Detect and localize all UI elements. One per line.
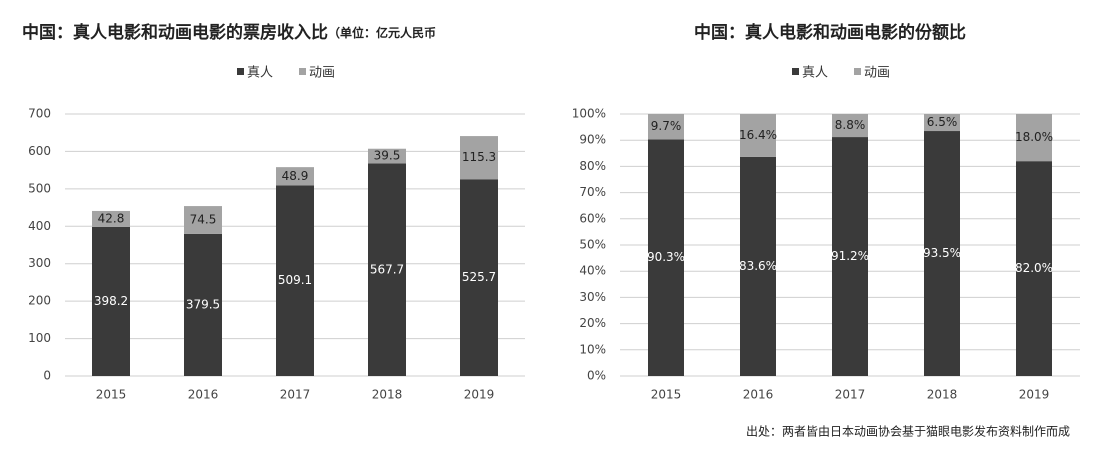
value-label: 82.0% <box>1015 261 1053 275</box>
bar-segment <box>92 226 130 376</box>
bar-segment <box>460 136 498 180</box>
chart-title: 中国：真人电影和动画电影的份额比 <box>694 22 966 43</box>
value-label: 115.3 <box>462 150 496 164</box>
value-label: 83.6% <box>739 259 777 273</box>
value-label: 90.3% <box>647 250 685 264</box>
bar-segment <box>276 167 314 186</box>
bar-segment <box>368 163 406 376</box>
y-tick-label: 40% <box>579 264 606 278</box>
bar-segment <box>276 185 314 376</box>
y-tick-label: 20% <box>579 316 606 330</box>
y-tick-label: 0% <box>587 369 606 383</box>
y-tick-label: 90% <box>579 133 606 147</box>
value-label: 8.8% <box>835 118 866 132</box>
bar-segment <box>1016 114 1052 162</box>
title-text: 中国：真人电影和动画电影的票房收入比 <box>22 22 328 43</box>
bar-segment <box>924 114 960 132</box>
x-tick-label: 2018 <box>372 388 403 402</box>
y-tick-label: 70% <box>579 185 606 199</box>
subtitle: （单位：亿元人民币 <box>328 25 436 40</box>
x-tick-label: 2016 <box>743 388 774 402</box>
value-label: 567.7 <box>370 262 404 276</box>
chart-title: 中国：真人电影和动画电影的票房收入比（单位：亿元人民币 <box>22 22 436 43</box>
y-tick-label: 400 <box>28 219 51 233</box>
source-note: 出处：两者皆由日本动画协会基于猫眼电影发布资料制作而成 <box>746 424 1070 439</box>
y-tick-label: 10% <box>579 342 606 356</box>
value-label: 18.0% <box>1015 130 1053 144</box>
value-label: 6.5% <box>927 115 958 129</box>
legend-label: 真人 <box>802 66 828 81</box>
value-label: 379.5 <box>186 297 220 311</box>
y-tick-label: 100 <box>28 331 51 345</box>
bar-segment <box>368 148 406 164</box>
value-label: 48.9 <box>282 169 309 183</box>
bar-segment <box>92 210 130 227</box>
y-tick-label: 200 <box>28 294 51 308</box>
bar-segment <box>184 233 222 376</box>
x-tick-label: 2015 <box>651 388 682 402</box>
y-tick-label: 500 <box>28 181 51 195</box>
bar-segment <box>460 179 498 376</box>
value-label: 74.5 <box>190 213 217 227</box>
legend-label: 动画 <box>309 66 335 81</box>
x-tick-label: 2015 <box>96 388 127 402</box>
y-tick-label: 600 <box>28 144 51 158</box>
bar-segment <box>184 206 222 234</box>
y-tick-label: 300 <box>28 256 51 270</box>
value-label: 39.5 <box>374 149 401 163</box>
x-tick-label: 2018 <box>927 388 958 402</box>
bar-segment <box>740 114 776 157</box>
x-tick-label: 2016 <box>188 388 219 402</box>
value-label: 42.8 <box>98 211 125 225</box>
value-label: 525.7 <box>462 270 496 284</box>
value-label: 91.2% <box>831 249 869 263</box>
bar-segment <box>1016 161 1052 376</box>
legend-label: 动画 <box>864 66 890 81</box>
x-tick-label: 2017 <box>280 388 311 402</box>
y-tick-label: 80% <box>579 159 606 173</box>
bar-segment <box>924 131 960 376</box>
legend-label: 真人 <box>247 66 273 81</box>
legend-swatch <box>299 68 306 75</box>
value-label: 398.2 <box>94 294 128 308</box>
x-tick-label: 2019 <box>1019 388 1050 402</box>
x-tick-label: 2017 <box>835 388 866 402</box>
value-label: 9.7% <box>651 119 682 133</box>
y-tick-label: 30% <box>579 290 606 304</box>
y-tick-label: 100% <box>572 107 606 121</box>
bar-segment <box>740 156 776 376</box>
bar-segment <box>648 114 684 140</box>
x-tick-label: 2019 <box>464 388 495 402</box>
y-tick-label: 60% <box>579 211 606 225</box>
bar-segment <box>832 137 868 376</box>
value-label: 16.4% <box>739 128 777 142</box>
value-label: 509.1 <box>278 273 312 287</box>
legend-swatch <box>854 68 861 75</box>
legend-swatch <box>237 68 244 75</box>
y-tick-label: 700 <box>28 107 51 121</box>
y-tick-label: 50% <box>579 238 606 252</box>
y-tick-label: 0 <box>43 369 51 383</box>
title-text: 中国：真人电影和动画电影的份额比 <box>694 22 966 43</box>
legend-swatch <box>792 68 799 75</box>
bar-segment <box>832 114 868 138</box>
bar-segment <box>648 139 684 376</box>
value-label: 93.5% <box>923 246 961 260</box>
